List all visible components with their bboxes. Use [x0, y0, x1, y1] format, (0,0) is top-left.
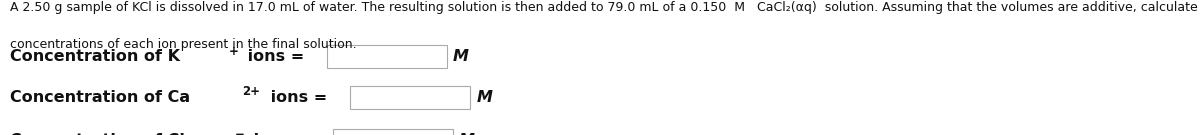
Text: M: M: [460, 133, 475, 135]
Text: Concentration of Ca: Concentration of Ca: [10, 90, 190, 105]
Text: M: M: [476, 90, 492, 105]
Text: Concentration of K: Concentration of K: [10, 49, 180, 64]
Text: Concentration of Cl: Concentration of Cl: [10, 133, 185, 135]
Text: A 2.50 g sample of KCl is dissolved in 17.0 mL of water. The resulting solution : A 2.50 g sample of KCl is dissolved in 1…: [10, 1, 1200, 14]
Text: ions =: ions =: [241, 49, 304, 64]
FancyBboxPatch shape: [350, 85, 470, 109]
FancyBboxPatch shape: [334, 129, 454, 135]
Text: ions =: ions =: [265, 90, 328, 105]
Text: 2+: 2+: [242, 85, 260, 98]
Text: −: −: [235, 128, 245, 135]
FancyBboxPatch shape: [326, 45, 446, 68]
Text: concentrations of each ion present in the final solution.: concentrations of each ion present in th…: [10, 38, 356, 51]
Text: M: M: [452, 49, 469, 64]
Text: +: +: [229, 45, 239, 58]
Text: ions =: ions =: [248, 133, 311, 135]
